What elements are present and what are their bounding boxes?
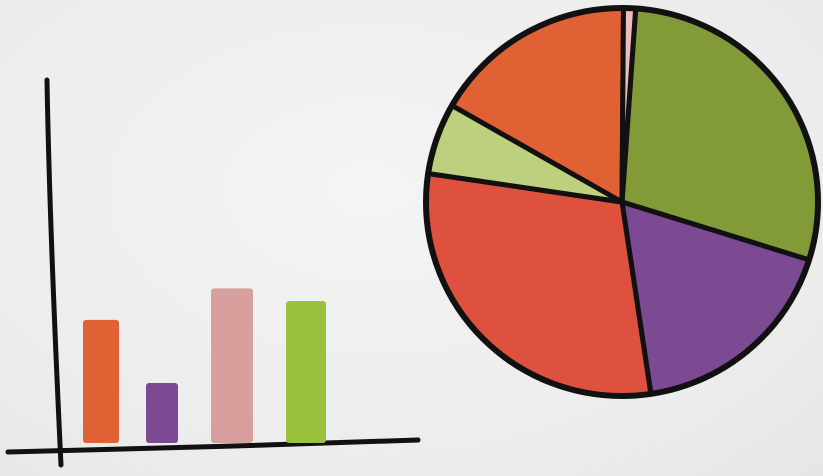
pie-slice-3	[423, 171, 654, 399]
bar-3	[211, 288, 253, 443]
x-axis-line	[5, 437, 421, 455]
bar-chart	[5, 77, 421, 468]
y-axis-line	[44, 77, 64, 468]
bar-4	[286, 300, 326, 443]
pie-chart	[423, 5, 821, 399]
bar-1	[83, 319, 119, 443]
bar-2	[146, 383, 178, 443]
pie-outline	[423, 5, 821, 399]
